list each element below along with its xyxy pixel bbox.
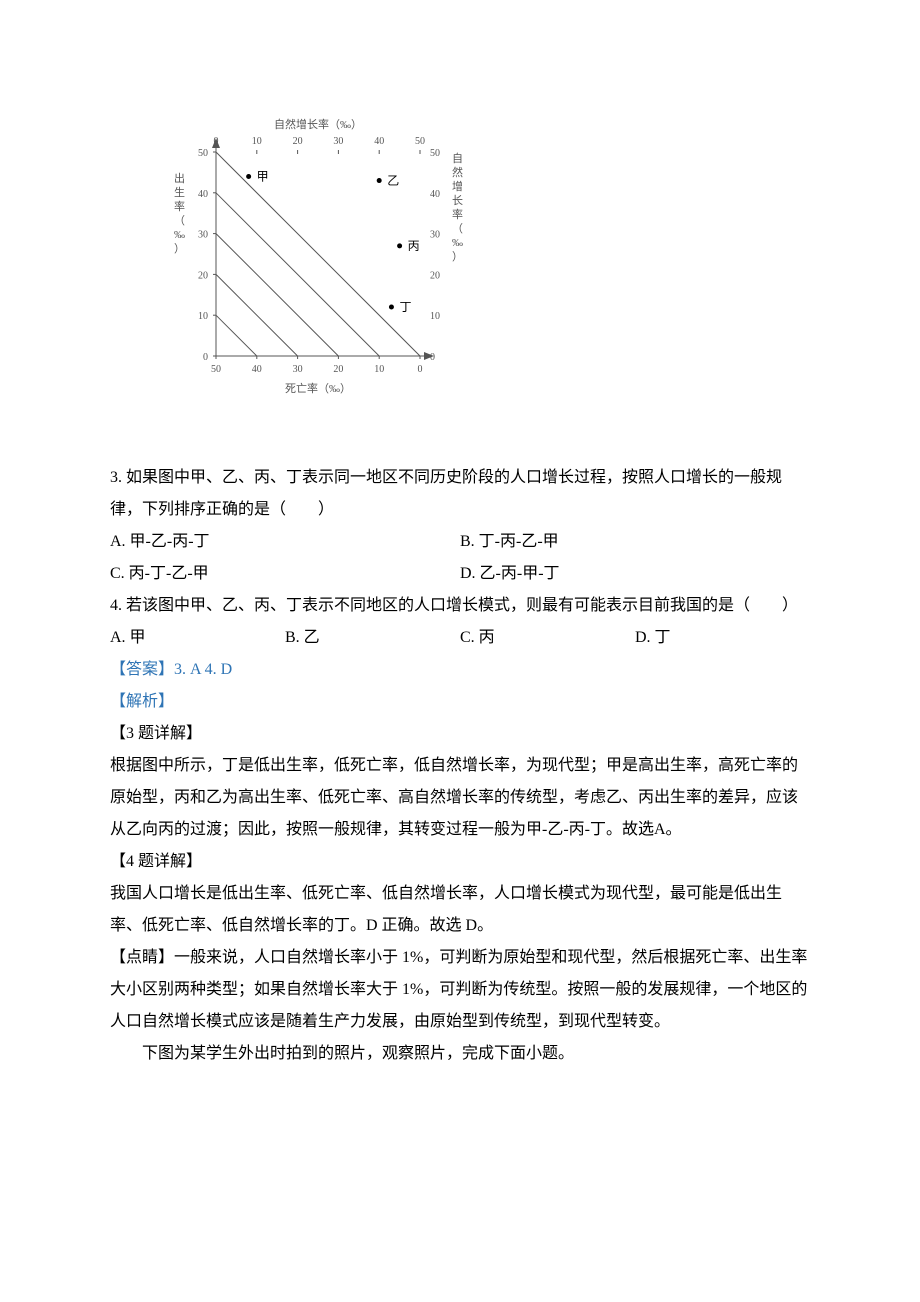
svg-text:自: 自 [452,152,463,165]
svg-text:丙: 丙 [408,239,420,253]
svg-text:20: 20 [293,136,303,147]
analysis-label: 【解析】 [110,693,174,710]
svg-text:30: 30 [198,230,208,241]
svg-text:0: 0 [203,352,208,363]
svg-text:）: ） [452,250,463,263]
svg-text:率: 率 [452,207,463,221]
a3-title: 【3 题详解】 [110,718,810,750]
q3-opt-c: C. 丙-丁-乙-甲 [110,558,460,590]
q3-options-row2: C. 丙-丁-乙-甲 D. 乙-丙-甲-丁 [110,558,810,590]
q3-opt-b: B. 丁-丙-乙-甲 [460,526,810,558]
svg-text:40: 40 [374,136,384,147]
svg-text:10: 10 [252,136,262,147]
svg-text:出: 出 [174,171,185,185]
svg-text:20: 20 [430,270,440,281]
q4-options: A. 甲 B. 乙 C. 丙 D. 丁 [110,622,810,654]
svg-text:生: 生 [174,185,185,199]
svg-text:（: （ [452,222,463,235]
q3-stem: 3. 如果图中甲、乙、丙、丁表示同一地区不同历史阶段的人口增长过程，按照人口增长… [110,462,810,526]
svg-text:（: （ [174,214,185,227]
svg-text:）: ） [174,242,185,255]
svg-text:30: 30 [293,364,303,375]
svg-text:0: 0 [430,352,435,363]
svg-text:10: 10 [430,311,440,322]
q4-opt-a: A. 甲 [110,622,285,654]
svg-text:40: 40 [430,189,440,200]
svg-text:50: 50 [211,364,221,375]
a4-title: 【4 题详解】 [110,846,810,878]
svg-text:率: 率 [174,199,185,213]
next-section-intro: 下图为某学生外出时拍到的照片，观察照片，完成下面小题。 [110,1038,810,1070]
dianjing: 【点睛】一般来说，人口自然增长率小于 1%，可判断为原始型和现代型，然后根据死亡… [110,942,810,1038]
q3-opt-a: A. 甲-乙-丙-丁 [110,526,460,558]
q3-opt-d: D. 乙-丙-甲-丁 [460,558,810,590]
svg-text:10: 10 [198,311,208,322]
svg-text:50: 50 [415,136,425,147]
svg-text:死亡率（‰）: 死亡率（‰） [285,381,351,395]
svg-text:30: 30 [333,136,343,147]
svg-text:丁: 丁 [399,300,411,314]
svg-text:40: 40 [198,189,208,200]
svg-text:30: 30 [430,230,440,241]
svg-text:然: 然 [452,165,463,179]
svg-text:‰: ‰ [452,237,463,249]
svg-text:0: 0 [418,364,423,375]
q4-opt-d: D. 丁 [635,622,810,654]
svg-text:50: 50 [198,148,208,159]
q3-options-row1: A. 甲-乙-丙-丁 B. 丁-丙-乙-甲 [110,526,810,558]
svg-text:甲: 甲 [257,169,269,183]
q4-stem: 4. 若该图中甲、乙、丙、丁表示不同地区的人口增长模式，则最有可能表示目前我国的… [110,590,810,622]
q4-opt-b: B. 乙 [285,622,460,654]
a4-body: 我国人口增长是低出生率、低死亡率、低自然增长率，人口增长模式为现代型，最可能是低… [110,878,810,942]
svg-text:0: 0 [214,136,219,147]
svg-text:增: 增 [452,179,463,193]
svg-text:自然增长率（‰）: 自然增长率（‰） [274,117,362,131]
svg-text:50: 50 [430,148,440,159]
population-chart: 0102030405001020304050010203040505040302… [110,110,810,432]
q4-opt-c: C. 丙 [460,622,635,654]
svg-text:‰: ‰ [174,229,185,241]
svg-text:20: 20 [198,270,208,281]
answer-label: 【答案】3. A 4. D [110,661,232,678]
svg-text:长: 长 [452,194,463,207]
svg-text:40: 40 [252,364,262,375]
a3-body: 根据图中所示，丁是低出生率，低死亡率，低自然增长率，为现代型；甲是高出生率，高死… [110,750,810,846]
svg-text:乙: 乙 [387,174,399,188]
svg-text:10: 10 [374,364,384,375]
svg-text:20: 20 [333,364,343,375]
